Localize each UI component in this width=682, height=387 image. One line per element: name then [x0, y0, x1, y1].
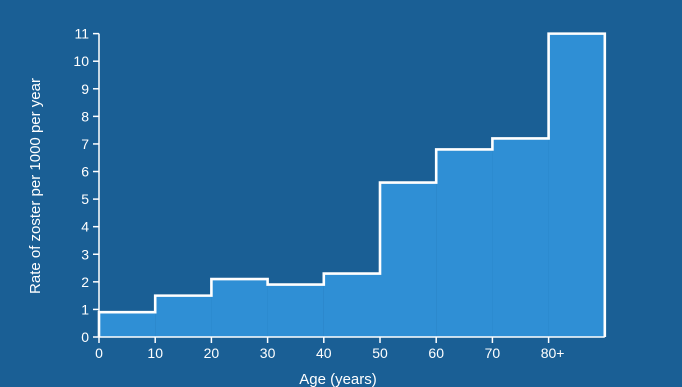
bar-20-30: [211, 279, 268, 337]
y-axis-ticks: 0 1 2 3 4 5 6 7 8 9 10 11: [73, 26, 99, 345]
y-tick-label: 9: [81, 81, 89, 97]
y-tick-label: 0: [81, 329, 89, 345]
bar-60-70: [436, 149, 493, 337]
x-tick-label: 30: [260, 345, 276, 361]
x-axis-ticks: 0 10 20 30 40 50 60 70 80+: [95, 337, 564, 361]
y-tick-label: 11: [74, 26, 89, 42]
x-tick-label: 60: [428, 345, 444, 361]
y-tick-label: 2: [81, 274, 89, 290]
y-tick-label: 6: [81, 164, 89, 180]
bar-80+: [548, 33, 605, 338]
bar-0-10: [99, 312, 156, 337]
bar-40-50: [323, 273, 380, 337]
bar-30-40: [267, 284, 324, 337]
x-tick-label: 10: [147, 345, 163, 361]
bar-70-80: [492, 138, 549, 337]
x-tick-label: 40: [316, 345, 332, 361]
x-axis-label: Age (years): [299, 371, 377, 387]
y-tick-label: 3: [81, 246, 89, 262]
x-tick-label: 80+: [541, 345, 565, 361]
bar-50-60: [380, 182, 437, 337]
y-tick-label: 10: [73, 53, 89, 69]
y-tick-label: 1: [81, 301, 89, 317]
x-tick-label: 70: [485, 345, 501, 361]
y-tick-label: 4: [81, 219, 89, 235]
y-tick-label: 5: [81, 191, 89, 207]
y-tick-label: 7: [81, 136, 89, 152]
histogram-bars: [99, 33, 605, 338]
x-tick-label: 0: [95, 345, 103, 361]
x-tick-label: 20: [204, 345, 220, 361]
bar-10-20: [155, 295, 212, 337]
y-axis-label: Rate of zoster per 1000 per year: [27, 78, 44, 294]
y-tick-label: 8: [81, 108, 89, 124]
x-tick-label: 50: [372, 345, 388, 361]
histogram-outline: [97, 32, 607, 337]
